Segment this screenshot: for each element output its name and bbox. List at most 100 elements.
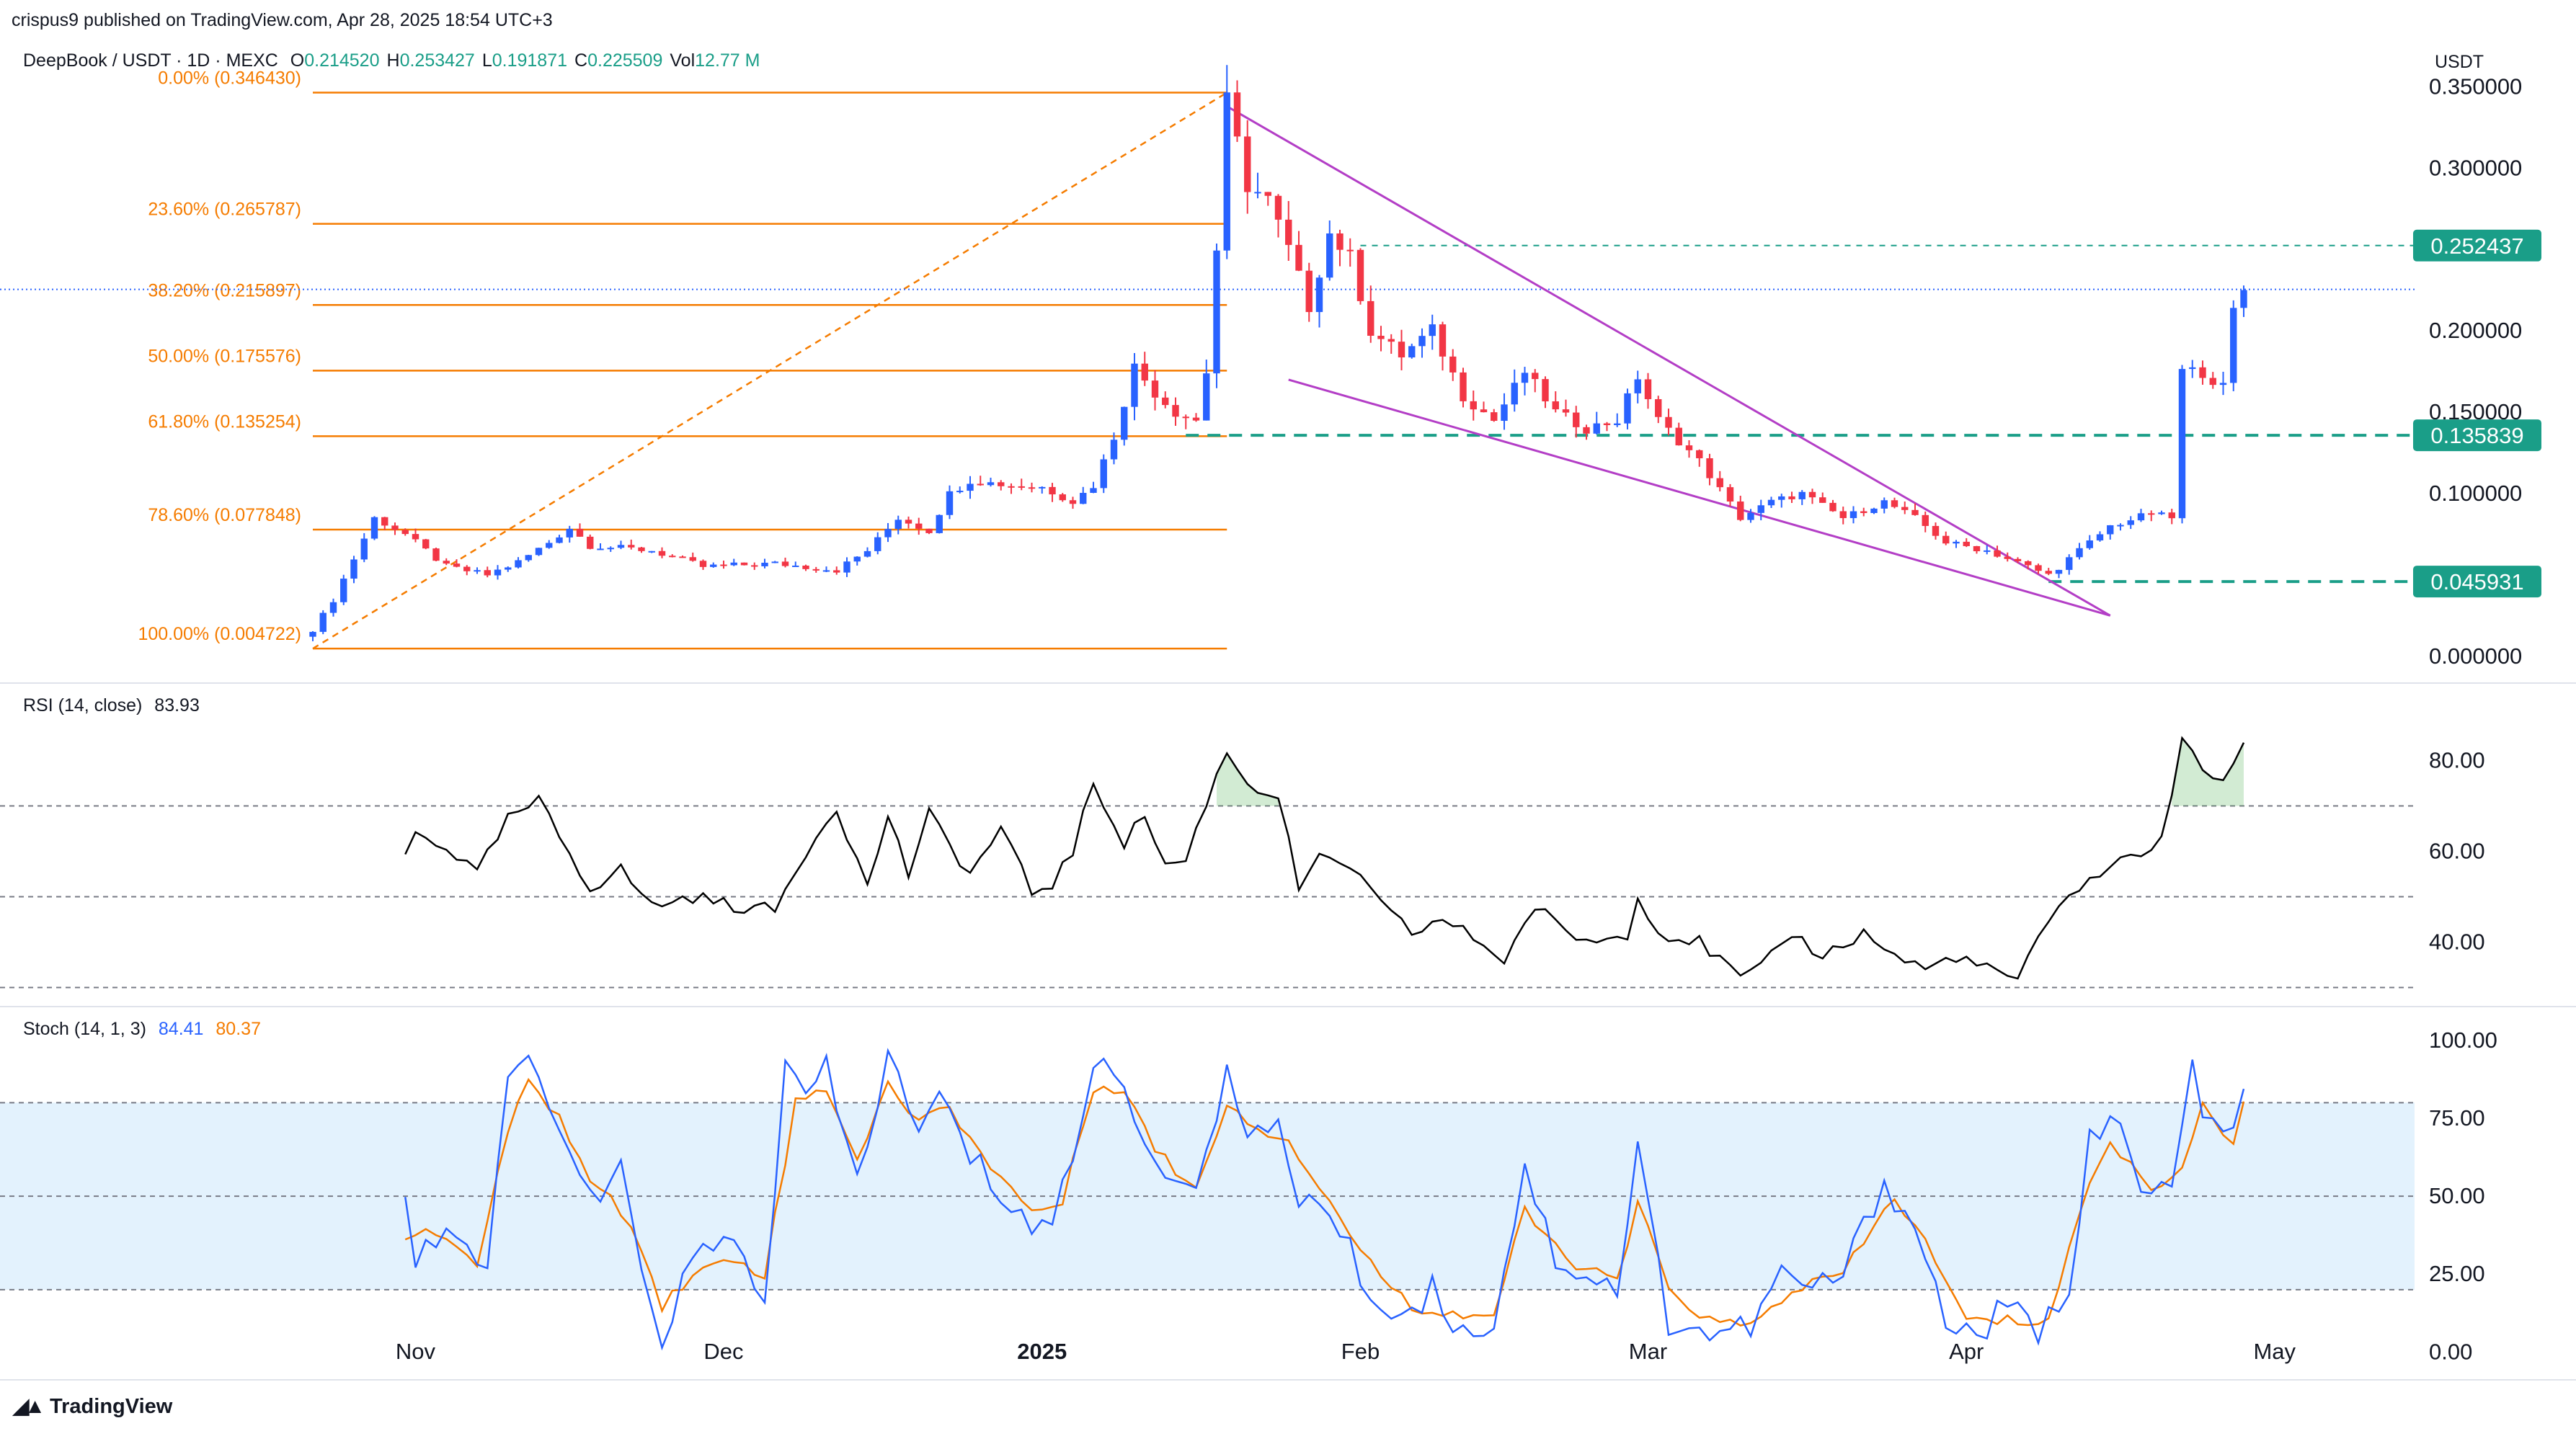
candle — [689, 552, 696, 562]
candle-body — [1254, 192, 1261, 194]
candle-body — [607, 548, 614, 550]
candle-body — [843, 561, 850, 573]
candle-body — [699, 561, 707, 567]
candle-body — [2025, 561, 2032, 566]
candle — [1911, 503, 1919, 516]
ohlc-vol: Vol12.77 M — [670, 50, 760, 71]
candle — [771, 561, 778, 563]
candle-body — [833, 570, 840, 573]
candle — [1398, 329, 1405, 370]
candle — [546, 540, 553, 549]
candle-body — [1336, 233, 1343, 250]
candle-body — [2076, 548, 2083, 558]
candle-body — [566, 528, 573, 538]
candle-body — [1233, 92, 1241, 137]
candle — [781, 557, 789, 568]
candle — [1059, 493, 1066, 502]
candle — [2055, 569, 2063, 579]
candle-body — [1059, 494, 1066, 501]
candle-body — [1922, 514, 1929, 526]
candle — [1542, 376, 1549, 409]
candle — [401, 528, 409, 536]
candle — [535, 548, 543, 556]
candle-body — [977, 483, 984, 486]
candle-body — [2219, 383, 2227, 385]
candle — [710, 562, 717, 568]
candle-body — [648, 550, 655, 553]
candle — [2240, 285, 2247, 317]
candle-body — [2107, 525, 2114, 535]
candle-body — [1429, 324, 1436, 336]
rsi-pane[interactable] — [0, 736, 2415, 989]
stoch-d-value: 80.37 — [216, 1019, 261, 1039]
candle — [576, 523, 584, 538]
candle-body — [1911, 509, 1919, 515]
candle — [822, 566, 830, 573]
candle-body — [2004, 556, 2011, 559]
tradingview-logo[interactable]: ◢▲ TradingView — [13, 1394, 172, 1419]
candle — [1880, 497, 1888, 514]
candle-body — [2117, 525, 2124, 527]
candle-body — [967, 483, 974, 491]
candle — [1356, 248, 1364, 305]
candle-body — [1798, 491, 1806, 499]
candle — [1233, 80, 1241, 142]
candle-body — [1028, 487, 1036, 489]
stoch-pane[interactable] — [0, 1048, 2415, 1351]
stoch-axis-label: 50.00 — [2429, 1183, 2485, 1208]
candle — [453, 559, 461, 568]
candle-body — [1213, 250, 1220, 374]
candle — [1757, 499, 1764, 521]
ohlc-vol-value: 12.77 M — [695, 50, 760, 71]
ohlc-o-label: O — [290, 50, 305, 71]
candle — [422, 538, 430, 550]
candle-body — [1295, 244, 1302, 271]
candle-body — [1501, 404, 1508, 422]
candle-body — [1932, 525, 1940, 536]
candle — [669, 554, 676, 558]
candle — [751, 562, 758, 570]
candle — [2199, 360, 2206, 385]
candle-body — [1973, 545, 1981, 552]
candle-body — [505, 567, 512, 570]
candle-body — [2178, 369, 2186, 519]
candle-body — [597, 548, 604, 550]
ohlc-o: O0.214520 — [290, 50, 380, 71]
candle — [1203, 360, 1210, 421]
candle-body — [1131, 363, 1138, 407]
candle — [1305, 262, 1313, 322]
candle — [905, 516, 912, 529]
candle-body — [1593, 423, 1600, 434]
candle-body — [2189, 367, 2196, 370]
candle — [1326, 220, 1333, 281]
candle-body — [2035, 565, 2042, 571]
candle-body — [2055, 569, 2063, 574]
candle — [412, 528, 419, 543]
candle-body — [905, 520, 912, 524]
stoch-axis-label: 75.00 — [2429, 1105, 2485, 1131]
candle-body — [1418, 336, 1426, 347]
candle-body — [2199, 367, 2206, 378]
candle-body — [1685, 445, 1693, 450]
candle-body — [946, 491, 954, 515]
candle-body — [412, 534, 419, 540]
candle-body — [1675, 427, 1682, 446]
candle — [1141, 352, 1148, 386]
candle — [1018, 478, 1025, 491]
candle-body — [874, 537, 881, 551]
fib-level-label: 23.60% (0.265787) — [148, 200, 301, 220]
candle — [484, 566, 491, 578]
candle — [381, 517, 388, 530]
candle — [2025, 560, 2032, 570]
candle — [2230, 300, 2237, 391]
candle-body — [1942, 535, 1950, 544]
candle-body — [340, 579, 347, 602]
price-pane[interactable]: 0.00% (0.346430) 23.60% (0.265787) 38.20% … — [0, 65, 2415, 650]
candle — [1808, 489, 1816, 504]
candle-body — [1984, 550, 1991, 552]
candle — [2096, 531, 2104, 542]
candle — [1480, 401, 1488, 413]
candle — [2117, 523, 2124, 531]
price-axis-label: 0.100000 — [2429, 481, 2522, 506]
